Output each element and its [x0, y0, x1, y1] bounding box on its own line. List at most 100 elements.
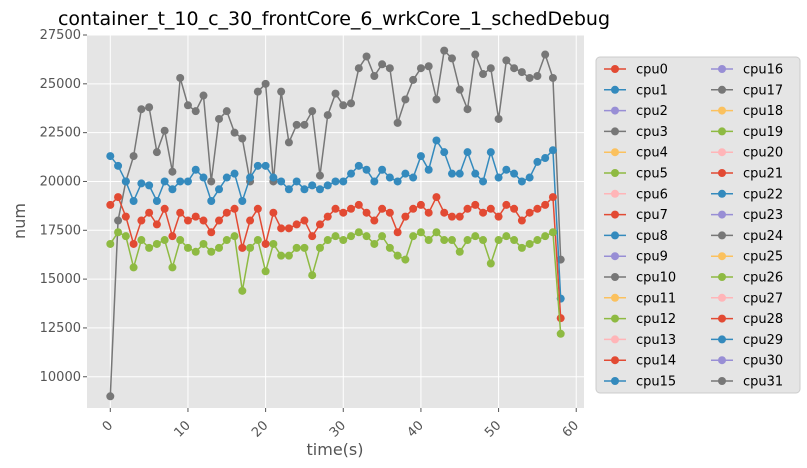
- legend-label: cpu21: [743, 167, 783, 182]
- legend-item-cpu10: cpu10: [604, 271, 676, 286]
- data-point: [152, 196, 161, 205]
- data-point: [253, 87, 262, 96]
- legend-item-cpu17: cpu17: [711, 83, 783, 98]
- legend-marker: [718, 231, 726, 240]
- legend-marker: [718, 65, 726, 73]
- data-point: [315, 185, 324, 194]
- data-point: [370, 239, 379, 248]
- data-point: [533, 157, 542, 166]
- legend-marker: [611, 85, 619, 94]
- data-point: [479, 177, 488, 186]
- legend-marker: [718, 148, 726, 157]
- data-point: [277, 87, 286, 96]
- data-point: [525, 208, 534, 217]
- data-point: [347, 99, 356, 108]
- data-point: [277, 177, 286, 186]
- data-point: [199, 173, 208, 182]
- legend-item-cpu31: cpu31: [711, 375, 783, 390]
- data-point: [183, 101, 192, 110]
- legend-marker: [718, 127, 726, 136]
- data-point: [401, 95, 410, 104]
- legend-marker: [611, 314, 619, 323]
- legend-label: cpu30: [743, 354, 783, 369]
- data-point: [222, 173, 231, 182]
- data-point: [486, 148, 495, 157]
- data-point: [176, 236, 185, 245]
- legend-label: cpu6: [636, 187, 668, 202]
- data-point: [315, 243, 324, 252]
- data-point: [416, 152, 425, 161]
- data-point: [323, 111, 332, 120]
- data-point: [238, 196, 247, 205]
- data-point: [261, 267, 270, 276]
- legend-item-cpu19: cpu19: [711, 125, 783, 140]
- data-point: [502, 200, 511, 209]
- data-point: [370, 216, 379, 225]
- data-point: [486, 259, 495, 268]
- legend-marker: [611, 335, 619, 344]
- legend-marker: [611, 189, 619, 198]
- legend-marker: [718, 169, 726, 177]
- legend-label: cpu29: [743, 333, 783, 348]
- data-point: [230, 204, 239, 213]
- data-point: [145, 103, 154, 112]
- data-point: [137, 179, 146, 188]
- data-point: [556, 329, 565, 338]
- data-point: [354, 228, 363, 237]
- data-point: [378, 232, 387, 241]
- data-point: [238, 286, 247, 295]
- legend-label: cpu8: [636, 229, 668, 244]
- legend-item-cpu3: cpu3: [604, 125, 668, 140]
- data-point: [440, 148, 449, 157]
- data-point: [479, 70, 488, 79]
- legend-item-cpu26: cpu26: [711, 271, 783, 286]
- legend-marker: [611, 210, 619, 219]
- data-point: [315, 171, 324, 180]
- data-point: [393, 177, 402, 186]
- data-point: [238, 134, 247, 143]
- legend-label: cpu2: [636, 104, 668, 119]
- data-point: [284, 138, 293, 147]
- data-point: [199, 91, 208, 100]
- legend-label: cpu7: [636, 208, 668, 223]
- legend-marker: [611, 293, 619, 302]
- data-point: [393, 228, 402, 237]
- data-point: [416, 228, 425, 237]
- data-point: [455, 169, 464, 178]
- data-point: [191, 165, 200, 174]
- series-band_high: [106, 136, 565, 303]
- data-point: [253, 236, 262, 245]
- data-point: [114, 193, 123, 202]
- data-point: [191, 212, 200, 221]
- legend-label: cpu24: [743, 229, 783, 244]
- data-point: [292, 177, 301, 186]
- legend-marker: [718, 273, 726, 281]
- data-point: [176, 177, 185, 186]
- data-point: [541, 232, 550, 241]
- data-point: [106, 200, 115, 209]
- data-point: [409, 173, 418, 182]
- data-point: [183, 177, 192, 186]
- legend-marker: [611, 65, 619, 73]
- data-point: [494, 236, 503, 245]
- data-point: [277, 224, 286, 233]
- data-point: [207, 228, 216, 237]
- data-point: [385, 243, 394, 252]
- data-point: [121, 212, 130, 221]
- legend-item-cpu11: cpu11: [604, 291, 676, 306]
- data-point: [362, 232, 371, 241]
- data-point: [284, 224, 293, 233]
- legend-item-cpu9: cpu9: [604, 250, 668, 265]
- data-point: [424, 62, 433, 71]
- legend-item-cpu2: cpu2: [604, 104, 668, 119]
- data-point: [385, 208, 394, 217]
- data-point: [238, 243, 247, 252]
- data-point: [222, 208, 231, 217]
- legend-item-cpu22: cpu22: [711, 187, 783, 202]
- legend-item-cpu20: cpu20: [711, 146, 783, 161]
- data-point: [183, 243, 192, 252]
- data-point: [191, 247, 200, 256]
- data-point: [215, 185, 224, 194]
- data-point: [292, 120, 301, 129]
- data-point: [533, 204, 542, 213]
